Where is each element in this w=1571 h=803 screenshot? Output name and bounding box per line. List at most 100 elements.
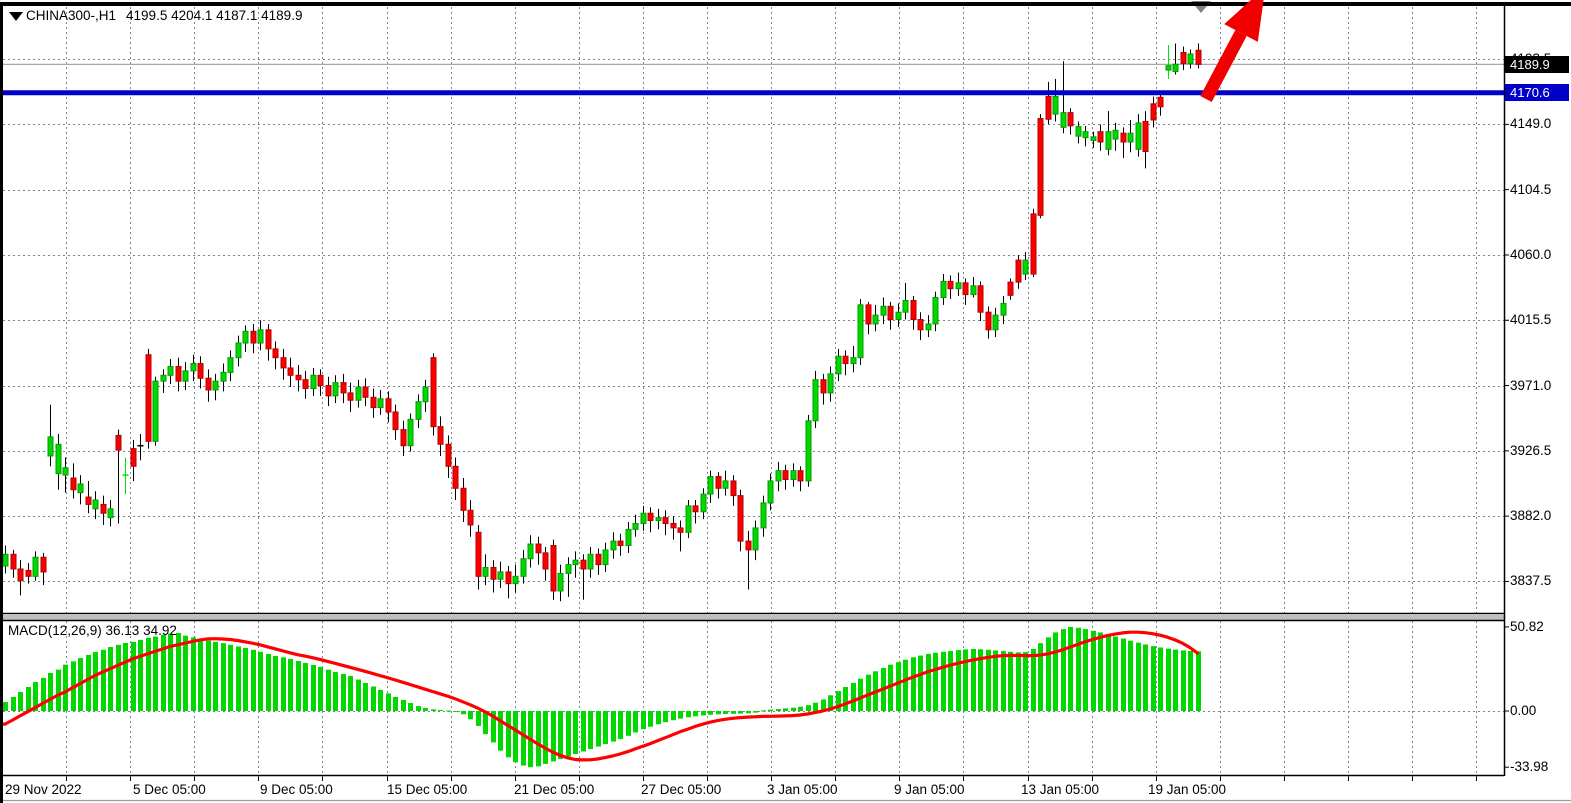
bull-candle-body bbox=[1172, 63, 1179, 73]
macd-histogram-bar bbox=[498, 710, 503, 751]
macd-histogram-bar bbox=[101, 649, 106, 711]
macd-histogram-bar bbox=[191, 637, 196, 711]
bull-candle-body bbox=[355, 386, 362, 401]
bull-candle-body bbox=[895, 311, 902, 321]
macd-histogram-bar bbox=[468, 710, 473, 720]
current-price-label: 4189.9 bbox=[1505, 55, 1569, 73]
bear-candle-body bbox=[70, 477, 77, 491]
macd-histogram-bar bbox=[153, 636, 158, 711]
bull-candle-body bbox=[970, 285, 977, 296]
bull-candle-body bbox=[572, 559, 579, 566]
macd-histogram-bar bbox=[656, 710, 661, 725]
bear-candle-body bbox=[205, 377, 212, 391]
macd-histogram-bar bbox=[311, 665, 316, 711]
bull-candle-body bbox=[1187, 53, 1194, 64]
bear-candle-body bbox=[947, 280, 954, 290]
bull-candle-body bbox=[1075, 126, 1082, 137]
macd-histogram-bar bbox=[1121, 638, 1126, 711]
macd-histogram-bar bbox=[1151, 646, 1156, 711]
macd-histogram-bar bbox=[1143, 644, 1148, 711]
bull-candle-body bbox=[32, 556, 39, 577]
bear-candle-body bbox=[100, 503, 107, 514]
macd-histogram-bar bbox=[971, 648, 976, 711]
macd-histogram-bar bbox=[813, 702, 818, 711]
bull-candle-body bbox=[1082, 131, 1089, 139]
bull-candle-body bbox=[160, 374, 167, 382]
macd-histogram-bar bbox=[206, 640, 211, 711]
bear-candle-body bbox=[782, 470, 789, 480]
macd-histogram-bar bbox=[888, 664, 893, 711]
macd-histogram-bar bbox=[281, 657, 286, 711]
red-up-arrow-head-icon[interactable] bbox=[1224, 0, 1265, 42]
price-axis-label: 4060.0 bbox=[1510, 246, 1552, 262]
macd-histogram-bar bbox=[1196, 651, 1201, 711]
bear-candle-body bbox=[670, 522, 677, 529]
bull-candle-body bbox=[220, 371, 227, 382]
bear-candle-body bbox=[370, 396, 377, 409]
macd-histogram-bar bbox=[401, 699, 406, 711]
macd-axis-label: 50.82 bbox=[1510, 618, 1544, 634]
bear-candle-body bbox=[130, 448, 137, 467]
macd-histogram-bar bbox=[903, 659, 908, 711]
bear-candle-body bbox=[115, 434, 122, 451]
macd-histogram-bar bbox=[723, 710, 728, 714]
bear-candle-body bbox=[745, 540, 752, 551]
macd-histogram-bar bbox=[341, 673, 346, 711]
macd-histogram-bar bbox=[513, 710, 518, 763]
symbol-dropdown-icon[interactable] bbox=[9, 12, 23, 21]
bull-candle-body bbox=[857, 304, 864, 359]
macd-histogram-bar bbox=[146, 637, 151, 711]
bull-candle-body bbox=[310, 374, 317, 390]
red-up-arrow-shaft[interactable] bbox=[1200, 30, 1247, 102]
macd-histogram-bar bbox=[596, 710, 601, 747]
time-axis-label: 9 Jan 05:00 bbox=[894, 782, 965, 797]
bear-candle-body bbox=[347, 392, 354, 401]
hline-price-label: 4170.6 bbox=[1505, 84, 1569, 102]
macd-histogram-bar bbox=[693, 710, 698, 717]
bull-candle-body bbox=[422, 386, 429, 403]
bear-candle-body bbox=[1195, 49, 1202, 65]
macd-histogram-bar bbox=[1038, 643, 1043, 711]
macd-histogram-bar bbox=[791, 707, 796, 711]
macd-histogram-bar bbox=[108, 646, 113, 711]
macd-histogram-bar bbox=[266, 653, 271, 711]
chart-title: CHINA300-,H1 4199.5 4204.1 4187.1 4189.9 bbox=[26, 8, 302, 23]
bull-candle-body bbox=[1135, 122, 1142, 150]
macd-histogram-bar bbox=[423, 708, 428, 711]
bull-candle-body bbox=[655, 517, 662, 522]
macd-histogram-bar bbox=[933, 652, 938, 711]
bear-candle-body bbox=[197, 363, 204, 379]
symbol-label: CHINA300-,H1 bbox=[26, 8, 117, 23]
bull-candle-body bbox=[77, 483, 84, 494]
macd-histogram-bar bbox=[198, 639, 203, 711]
macd-histogram-bar bbox=[926, 653, 931, 711]
bull-candle-body bbox=[700, 493, 707, 513]
macd-histogram-bar bbox=[26, 687, 31, 711]
bear-candle-body bbox=[842, 355, 849, 365]
macd-histogram-bar bbox=[48, 672, 53, 711]
price-axis-label: 3971.0 bbox=[1510, 377, 1552, 393]
bull-candle-body bbox=[902, 299, 909, 313]
bear-candle-body bbox=[617, 540, 624, 547]
bull-candle-body bbox=[707, 476, 714, 495]
macd-histogram-bar bbox=[806, 705, 811, 711]
bear-candle-body bbox=[430, 357, 437, 428]
bull-candle-body bbox=[415, 401, 422, 420]
bull-candle-body bbox=[377, 398, 384, 409]
panel-separator[interactable] bbox=[3, 615, 1504, 620]
macd-histogram-bar bbox=[371, 686, 376, 711]
macd-histogram-bar bbox=[573, 710, 578, 754]
macd-histogram-bar bbox=[1136, 642, 1141, 711]
macd-histogram-bar bbox=[386, 693, 391, 711]
bull-candle-body bbox=[92, 499, 99, 510]
macd-histogram-bar bbox=[438, 709, 443, 711]
macd-histogram-bar bbox=[116, 644, 121, 711]
bear-candle-body bbox=[887, 305, 894, 321]
macd-histogram-bar bbox=[783, 708, 788, 711]
macd-histogram-bar bbox=[243, 647, 248, 711]
bear-candle-body bbox=[1037, 118, 1044, 216]
macd-histogram-bar bbox=[746, 710, 751, 714]
bull-candle-body bbox=[520, 558, 527, 577]
macd-histogram-bar bbox=[611, 710, 616, 742]
